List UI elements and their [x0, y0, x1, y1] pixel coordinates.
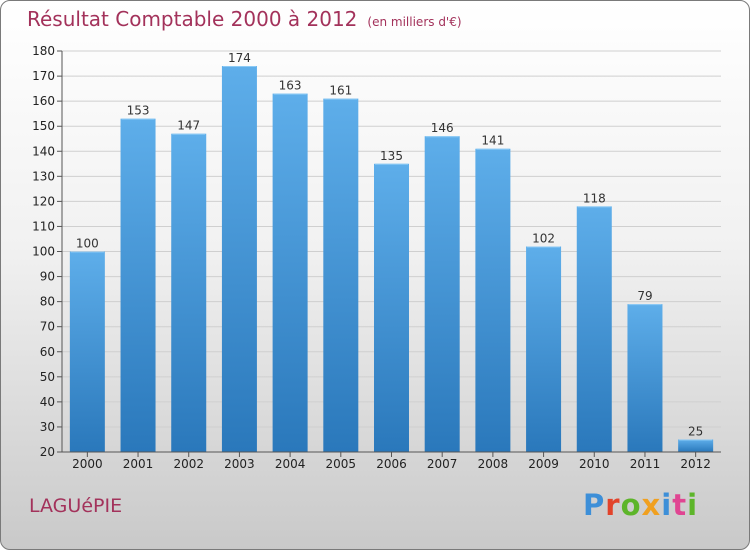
x-tick-label: 2010 [579, 457, 610, 471]
brand-letter: t [672, 488, 688, 522]
x-tick-label: 2001 [123, 457, 154, 471]
bar-value-label: 25 [688, 424, 703, 438]
bar [221, 66, 257, 452]
x-tick-label: 2009 [528, 457, 559, 471]
brand-letter: P [583, 488, 606, 522]
x-tick-label: 2002 [173, 457, 204, 471]
bar [678, 439, 714, 452]
y-tick-label: 160 [32, 94, 55, 108]
bar [69, 251, 105, 452]
brand-letter: x [641, 488, 662, 522]
y-tick-label: 30 [40, 420, 55, 434]
unit-note: (en milliers d'€) [367, 15, 462, 29]
bar [323, 98, 359, 453]
bar-value-label: 118 [583, 191, 606, 205]
y-tick-label: 180 [32, 44, 55, 58]
axes: 20 30 40 50 60 70 80 90 100 110 120 130 140 150 160 170… [32, 44, 721, 471]
bar [272, 93, 308, 452]
title-text: Résultat Comptable 2000 à 2012 [27, 7, 358, 31]
brand-letter: o [620, 488, 642, 522]
bar-value-label: 102 [532, 231, 555, 245]
brand-letter: r [605, 488, 621, 522]
x-tick-label: 2008 [478, 457, 509, 471]
y-tick-label: 70 [40, 320, 55, 334]
bar-value-label: 153 [127, 104, 150, 118]
commune-name: LAGUéPIE [29, 495, 123, 517]
brand-letter: i [661, 488, 673, 522]
x-tick-label: 2007 [427, 457, 458, 471]
bar-value-label: 161 [329, 84, 352, 98]
bar [526, 246, 562, 452]
bar-value-label: 100 [76, 237, 99, 251]
chart-title: Résultat Comptable 2000 à 2012 (en millie… [27, 7, 462, 31]
bar [374, 163, 409, 452]
y-tick-label: 110 [32, 219, 55, 233]
y-tick-label: 90 [40, 270, 55, 284]
bar-value-label: 79 [637, 289, 652, 303]
proxiti-logo: Proxiti [583, 488, 698, 522]
y-tick-label: 20 [40, 445, 55, 459]
y-tick-label: 140 [32, 144, 55, 158]
bar-value-label: 141 [481, 134, 504, 148]
x-tick-label: 2000 [72, 457, 103, 471]
y-tick-label: 80 [40, 295, 55, 309]
bars: 100 153 147 174 163 161 135 146 141 102 118 79 25 [69, 51, 714, 453]
bar-value-label: 174 [228, 51, 251, 65]
bar [576, 206, 612, 452]
bar [627, 304, 663, 452]
x-tick-label: 2012 [680, 457, 711, 471]
y-tick-label: 120 [32, 194, 55, 208]
bar-value-label: 147 [177, 119, 200, 133]
x-tick-label: 2005 [326, 457, 357, 471]
bar-value-label: 146 [431, 121, 454, 135]
y-tick-label: 40 [40, 395, 55, 409]
x-tick-label: 2006 [376, 457, 407, 471]
bar [171, 133, 207, 453]
bar-value-label: 163 [279, 79, 302, 93]
x-tick-label: 2003 [224, 457, 255, 471]
y-tick-label: 170 [32, 69, 55, 83]
y-tick-label: 130 [32, 169, 55, 183]
y-tick-label: 50 [40, 370, 55, 384]
bar [424, 136, 460, 452]
x-tick-label: 2004 [275, 457, 306, 471]
bar-value-label: 135 [380, 149, 403, 163]
x-tick-label: 2011 [630, 457, 661, 471]
y-tick-label: 60 [40, 345, 55, 359]
bar [120, 118, 156, 452]
y-tick-label: 100 [32, 245, 55, 259]
y-tick-label: 150 [32, 119, 55, 133]
bar [475, 148, 511, 452]
brand-letter: i [687, 488, 699, 522]
